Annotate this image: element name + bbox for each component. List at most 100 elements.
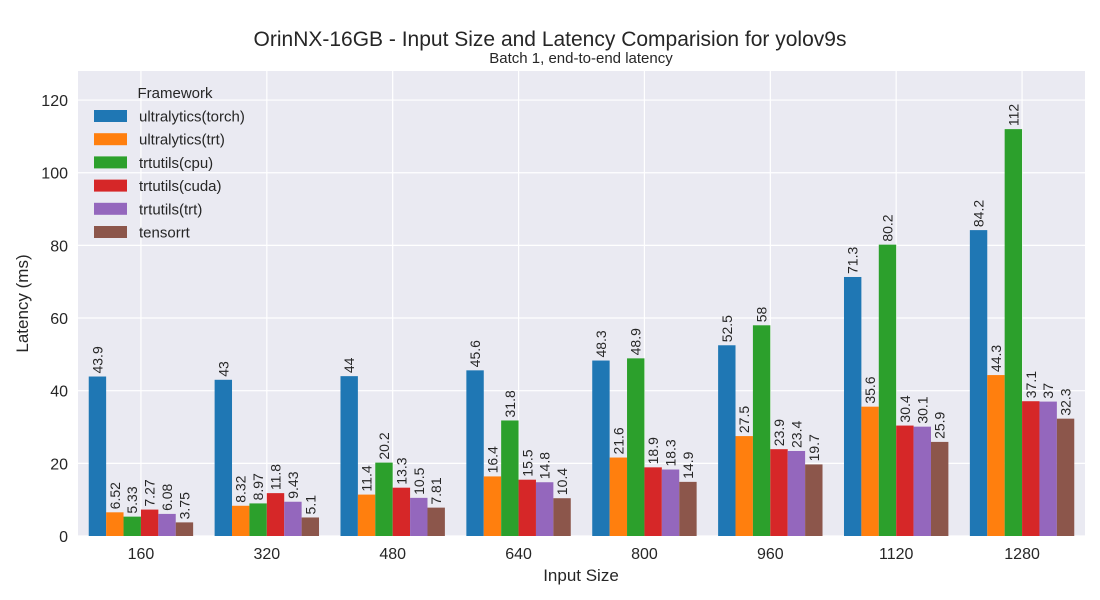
bar-value-label: 14.9: [680, 451, 696, 478]
bar: [1039, 401, 1057, 536]
bar-value-label: 52.5: [719, 315, 735, 342]
bar: [410, 497, 428, 536]
bar-value-label: 84.2: [971, 200, 987, 227]
bar-value-label: 10.5: [411, 467, 427, 494]
bar: [427, 507, 445, 536]
bar: [158, 513, 176, 536]
bar: [249, 503, 267, 536]
y-tick-label: 0: [59, 529, 68, 546]
chart-subtitle: Batch 1, end-to-end latency: [489, 50, 673, 67]
bar: [123, 516, 141, 536]
bar: [553, 498, 571, 536]
bar-value-label: 48.3: [593, 330, 609, 357]
y-tick-labels: 0 20 40 60 80 100 120: [41, 93, 68, 546]
legend-entry: ultralytics(trt): [139, 132, 225, 149]
bar-value-label: 5.1: [302, 495, 318, 515]
bar-value-label: 16.4: [484, 446, 500, 473]
bar-value-label: 6.52: [107, 482, 123, 509]
bar-value-label: 3.75: [176, 492, 192, 519]
bars-group: 43.9 6.52 5.33 7.27 6.08 3.75 43 8.32 8.97 11.8 9.…: [88, 104, 1075, 536]
legend-swatch: [94, 133, 127, 146]
bar: [609, 457, 628, 536]
bar-value-label: 9.43: [285, 471, 301, 498]
bar-value-label: 18.3: [663, 439, 679, 466]
bar: [592, 360, 610, 536]
bar: [661, 469, 680, 536]
legend-swatch: [94, 156, 127, 169]
bar: [843, 276, 862, 536]
bar: [214, 379, 233, 536]
bar-value-label: 23.4: [788, 421, 804, 448]
bar: [340, 376, 358, 536]
legend-entry: trtutils(cpu): [139, 155, 213, 172]
legend-swatch: [94, 179, 127, 192]
bar-value-label: 13.3: [393, 457, 409, 484]
bar: [627, 358, 645, 536]
bar-value-label: 37: [1040, 383, 1056, 399]
x-tick-label: 1280: [1004, 546, 1040, 563]
bar: [284, 501, 302, 536]
legend-entry: tensorrt: [139, 225, 191, 242]
bar: [1056, 418, 1075, 536]
bar-value-label: 7.81: [428, 477, 444, 504]
x-tick-label: 320: [253, 546, 280, 563]
bar: [930, 441, 949, 536]
bar: [392, 487, 411, 536]
bar-value-label: 80.2: [879, 214, 895, 241]
bar: [106, 512, 124, 536]
legend-swatch: [94, 226, 127, 238]
bar: [266, 493, 285, 536]
bar-value-label: 37.1: [1023, 371, 1039, 398]
x-tick-label: 800: [631, 546, 658, 563]
bar-value-label: 44: [341, 357, 357, 373]
bar: [535, 482, 554, 536]
bar-value-label: 15.5: [519, 449, 535, 476]
bar: [896, 425, 914, 536]
y-tick-label: 80: [50, 238, 68, 255]
x-tick-label: 640: [505, 546, 532, 563]
legend-swatch: [94, 202, 127, 215]
bar-value-label: 58: [754, 307, 770, 323]
bar: [878, 244, 897, 536]
bar-value-label: 20.2: [376, 432, 392, 459]
legend-swatch: [94, 110, 127, 122]
bar: [987, 375, 1005, 536]
legend-title: Framework: [137, 85, 213, 102]
legend-entry: trtutils(trt): [139, 201, 202, 218]
bar-value-label: 5.33: [124, 486, 140, 513]
bar-value-label: 44.3: [988, 345, 1004, 372]
bar-value-label: 43: [215, 361, 231, 377]
bar-value-label: 31.8: [502, 390, 518, 417]
bar: [518, 479, 536, 536]
y-tick-label: 60: [50, 311, 68, 328]
x-tick-label: 480: [379, 546, 406, 563]
bar: [175, 522, 194, 536]
bar: [483, 476, 502, 536]
x-tick-label: 960: [757, 546, 784, 563]
bar-value-label: 27.5: [736, 406, 752, 433]
bar-value-label: 11.8: [268, 464, 284, 490]
bar: [805, 464, 823, 536]
bar-value-label: 6.08: [159, 483, 175, 510]
x-tick-label: 160: [128, 546, 155, 563]
bar-value-label: 14.8: [537, 452, 553, 479]
bar-value-label: 30.4: [897, 395, 913, 422]
bar-value-label: 18.9: [645, 437, 661, 464]
bar: [466, 370, 484, 536]
bar: [357, 494, 376, 536]
bar-value-label: 11.4: [359, 465, 375, 491]
bar: [375, 462, 393, 536]
legend: Framework ultralytics(torch) ultralytics(…: [94, 85, 245, 242]
bar-value-label: 23.9: [771, 419, 787, 446]
bar: [501, 420, 519, 536]
bar-value-label: 19.7: [806, 434, 822, 461]
bar: [88, 376, 107, 536]
bar: [913, 426, 931, 536]
x-tick-label: 1120: [879, 546, 914, 563]
bar-value-label: 7.27: [142, 479, 158, 506]
bar: [718, 345, 736, 536]
bar: [140, 509, 159, 536]
bar-value-label: 35.6: [862, 376, 878, 403]
bar-value-label: 10.4: [554, 468, 570, 495]
